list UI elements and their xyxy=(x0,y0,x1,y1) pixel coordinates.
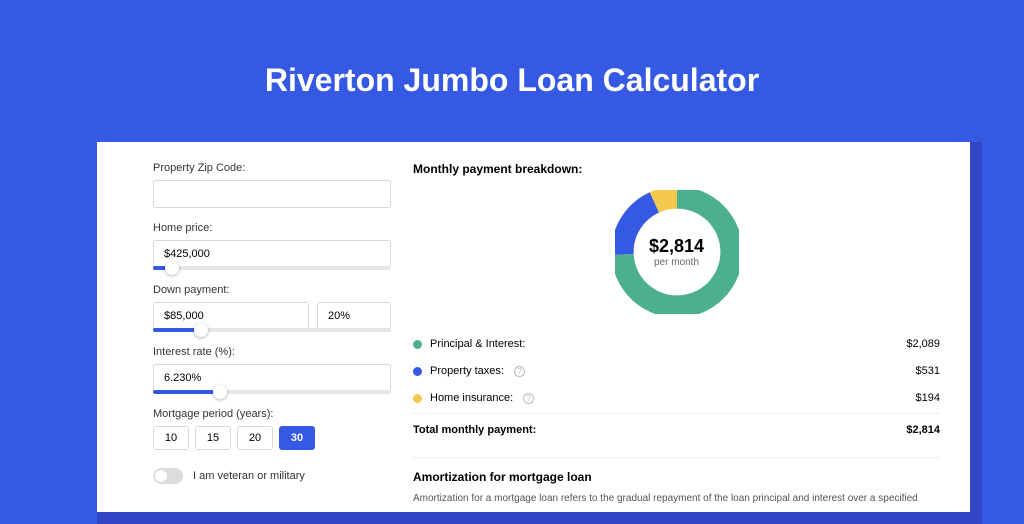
period-option-10[interactable]: 10 xyxy=(153,426,189,450)
info-icon[interactable]: ? xyxy=(514,366,525,377)
down-slider-knob[interactable] xyxy=(194,323,208,337)
period-option-20[interactable]: 20 xyxy=(237,426,273,450)
amortization-title: Amortization for mortgage loan xyxy=(413,470,940,484)
rate-label: Interest rate (%): xyxy=(153,346,391,358)
rate-slider[interactable] xyxy=(153,390,391,394)
rate-input[interactable] xyxy=(153,364,391,392)
panel-shadow: Property Zip Code: Home price: Down paym… xyxy=(97,142,982,524)
legend-value-home_insurance: $194 xyxy=(916,392,940,404)
donut-center-sub: per month xyxy=(654,257,699,268)
price-slider[interactable] xyxy=(153,266,391,270)
total-value: $2,814 xyxy=(906,424,940,436)
down-percent-input[interactable] xyxy=(317,302,391,330)
period-options: 10152030 xyxy=(153,426,391,450)
down-label: Down payment: xyxy=(153,284,391,296)
donut-chart: $2,814 per month xyxy=(615,190,739,314)
veteran-toggle[interactable] xyxy=(153,468,183,484)
rate-slider-knob[interactable] xyxy=(213,385,227,399)
donut-center: $2,814 per month xyxy=(615,190,739,314)
price-slider-knob[interactable] xyxy=(165,261,179,275)
zip-input[interactable] xyxy=(153,180,391,208)
down-slider[interactable] xyxy=(153,328,391,332)
total-label: Total monthly payment: xyxy=(413,424,536,436)
period-option-30[interactable]: 30 xyxy=(279,426,315,450)
breakdown-title: Monthly payment breakdown: xyxy=(413,162,940,176)
total-line: Total monthly payment: $2,814 xyxy=(413,413,940,443)
donut-center-value: $2,814 xyxy=(649,236,704,257)
legend-line-principal_interest: Principal & Interest: $2,089 xyxy=(413,330,940,357)
donut-chart-container: $2,814 per month xyxy=(413,182,940,330)
amortization-body: Amortization for a mortgage loan refers … xyxy=(413,492,940,506)
legend-value-principal_interest: $2,089 xyxy=(906,338,940,350)
veteran-label: I am veteran or military xyxy=(193,470,305,482)
legend-dot-property_taxes xyxy=(413,367,422,376)
page-title: Riverton Jumbo Loan Calculator xyxy=(0,0,1024,99)
amortization-section: Amortization for mortgage loan Amortizat… xyxy=(413,457,940,506)
breakdown-column: Monthly payment breakdown: $2,814 per mo… xyxy=(413,162,940,512)
legend-dot-principal_interest xyxy=(413,340,422,349)
legend-line-property_taxes: Property taxes:? $531 xyxy=(413,357,940,384)
legend-label-home_insurance: Home insurance: xyxy=(430,392,513,404)
legend-label-principal_interest: Principal & Interest: xyxy=(430,338,525,350)
legend-dot-home_insurance xyxy=(413,394,422,403)
period-option-15[interactable]: 15 xyxy=(195,426,231,450)
price-label: Home price: xyxy=(153,222,391,234)
info-icon[interactable]: ? xyxy=(523,393,534,404)
period-label: Mortgage period (years): xyxy=(153,408,391,420)
legend-line-home_insurance: Home insurance:? $194 xyxy=(413,384,940,411)
legend-value-property_taxes: $531 xyxy=(916,365,940,377)
inputs-column: Property Zip Code: Home price: Down paym… xyxy=(153,162,391,512)
legend-label-property_taxes: Property taxes: xyxy=(430,365,504,377)
price-input[interactable] xyxy=(153,240,391,268)
zip-label: Property Zip Code: xyxy=(153,162,391,174)
down-amount-input[interactable] xyxy=(153,302,309,330)
calculator-panel: Property Zip Code: Home price: Down paym… xyxy=(97,142,970,512)
